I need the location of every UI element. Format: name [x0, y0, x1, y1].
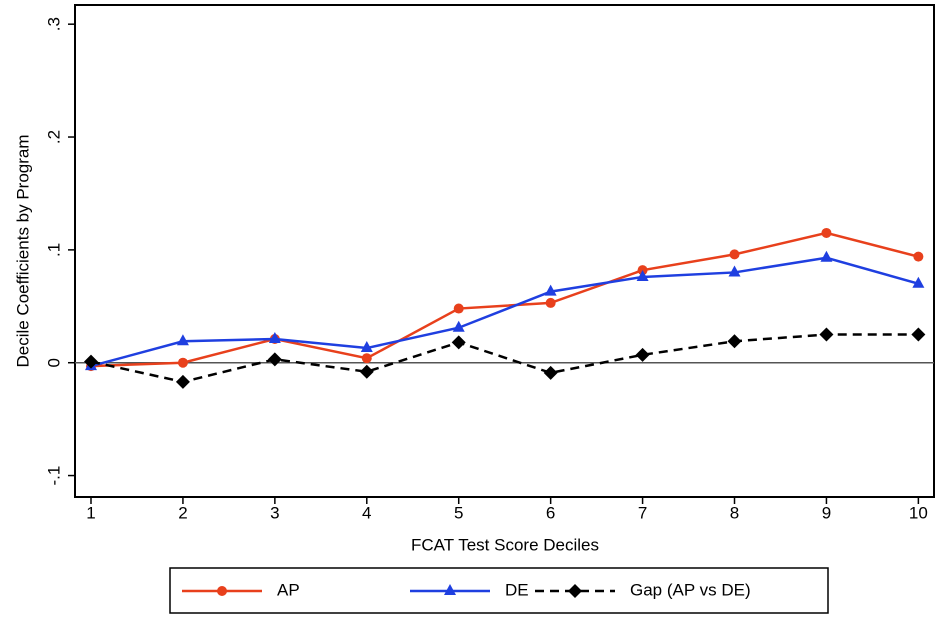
point [452, 320, 465, 332]
x-tick-label: 10 [909, 503, 928, 522]
legend-marker [568, 584, 582, 598]
plot-frame [74, 4, 935, 498]
x-tick-label: 9 [822, 503, 831, 522]
point [360, 341, 373, 353]
legend-label: AP [277, 580, 300, 599]
point [177, 357, 188, 368]
point [819, 327, 834, 342]
x-axis-label: FCAT Test Score Deciles [411, 535, 599, 554]
x-tick-label: 5 [454, 503, 463, 522]
point [361, 353, 372, 364]
point [820, 250, 833, 262]
point [729, 249, 740, 260]
legend-label: DE [505, 580, 529, 599]
x-tick-label: 4 [362, 503, 371, 522]
point [267, 352, 282, 367]
point [268, 332, 281, 344]
series-line [90, 256, 919, 368]
point [821, 227, 832, 238]
legend-marker [217, 586, 227, 596]
legend-marker [444, 584, 456, 595]
point [83, 354, 98, 369]
y-tick-label: -.1 [44, 466, 63, 486]
point [635, 347, 650, 362]
point [544, 284, 557, 296]
point [451, 335, 466, 350]
x-tick-label: 8 [730, 503, 739, 522]
point [543, 365, 558, 380]
y-tick-label: .2 [44, 130, 63, 144]
point [728, 265, 741, 277]
point [913, 251, 924, 262]
y-axis-label: Decile Coefficients by Program [13, 134, 32, 367]
x-tick-label: 6 [546, 503, 555, 522]
x-tick-label: 3 [270, 503, 279, 522]
point [636, 269, 649, 281]
x-tick-label: 1 [86, 503, 95, 522]
point [912, 276, 925, 288]
y-tick-label: 0 [44, 358, 63, 367]
x-tick-label: 7 [638, 503, 647, 522]
series-line [90, 231, 919, 368]
point [453, 303, 464, 314]
point [911, 327, 926, 342]
point [359, 364, 374, 379]
y-tick-label: .1 [44, 243, 63, 257]
y-tick-label: .3 [44, 17, 63, 31]
point [176, 334, 189, 346]
point [175, 374, 190, 389]
x-tick-label: 2 [178, 503, 187, 522]
series-line [90, 333, 919, 384]
legend-box [169, 567, 829, 614]
legend-label: Gap (AP vs DE) [630, 580, 751, 599]
point [545, 297, 556, 308]
point [727, 334, 742, 349]
